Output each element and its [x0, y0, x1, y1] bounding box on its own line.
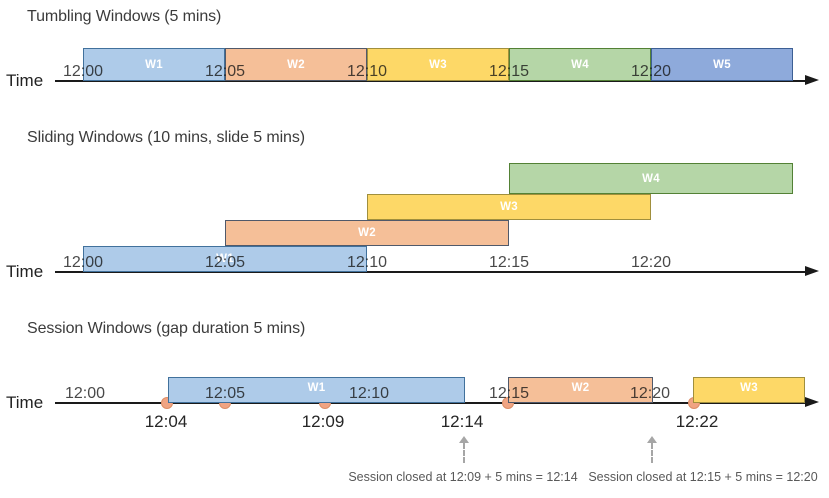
section-title-session: Session Windows (gap duration 5 mins) [27, 320, 306, 337]
window-box-sliding-w2: W2 [225, 220, 509, 246]
window-label: W2 [571, 382, 590, 394]
event-time-label: 12:22 [675, 412, 719, 431]
callout-arrow-icon [459, 436, 469, 443]
tick-label: 12:00 [62, 63, 104, 80]
axis-arrowhead-icon [805, 74, 819, 85]
axis-line-sliding [55, 271, 807, 273]
window-box-tumbling-w5: W5 [651, 48, 793, 81]
axis-line-session [55, 402, 807, 404]
window-label: W3 [740, 382, 758, 394]
callout-text: Session closed at 12:09 + 5 mins = 12:14 [348, 470, 578, 484]
event-time-label: 12:09 [301, 412, 345, 431]
tick-label: 12:20 [630, 254, 672, 271]
window-label: W3 [429, 58, 447, 71]
window-box-tumbling-w2: W2 [225, 48, 367, 81]
window-label: W1 [216, 253, 234, 265]
tick-label: 12:10 [346, 254, 388, 271]
window-box-session-w2: W2 [508, 377, 653, 403]
tick-label: 12:20 [630, 63, 672, 80]
time-axis-label: Time [6, 71, 44, 90]
axis-arrowhead-icon [805, 265, 819, 276]
tick-label: 12:10 [346, 63, 388, 80]
callout-arrow-line [651, 443, 653, 463]
window-box-sliding-w4: W4 [509, 163, 793, 194]
window-box-tumbling-w1: W1 [83, 48, 225, 81]
callout-arrow-line [463, 443, 465, 463]
window-label: W2 [287, 58, 305, 71]
window-label: W3 [500, 201, 518, 213]
tick-label: 12:00 [62, 254, 104, 271]
tick-label: 12:05 [204, 385, 246, 402]
window-label: W2 [358, 227, 376, 239]
tick-label: 12:15 [488, 63, 530, 80]
time-axis-label: Time [6, 262, 44, 281]
tick-label: 12:15 [488, 254, 530, 271]
callout-arrow-icon [647, 436, 657, 443]
window-box-tumbling-w3: W3 [367, 48, 509, 81]
window-label: W1 [145, 58, 163, 71]
section-title-sliding: Sliding Windows (10 mins, slide 5 mins) [27, 129, 305, 146]
time-axis-label: Time [6, 393, 44, 412]
tick-label: 12:20 [629, 385, 671, 402]
window-box-session-w1: W1 [168, 377, 465, 403]
tick-label: 12:05 [204, 63, 246, 80]
window-label: W5 [713, 58, 731, 71]
tick-label: 12:15 [488, 385, 530, 402]
tick-label: 12:00 [64, 385, 106, 402]
window-box-sliding-w3: W3 [367, 194, 651, 220]
window-label: W1 [307, 382, 326, 394]
tick-label: 12:10 [348, 385, 390, 402]
window-label: W4 [642, 172, 660, 185]
axis-arrowhead-icon [805, 396, 819, 407]
window-label: W4 [571, 58, 589, 71]
event-time-label: 12:04 [144, 412, 188, 431]
event-time-label: 12:14 [440, 412, 484, 431]
window-box-tumbling-w4: W4 [509, 48, 651, 81]
tick-label: 12:05 [204, 254, 246, 271]
axis-line-tumbling [55, 80, 807, 82]
window-box-session-w3: W3 [693, 377, 805, 403]
callout-text: Session closed at 12:15 + 5 mins = 12:20 [588, 470, 818, 484]
window-box-sliding-w1: W1 [83, 246, 367, 272]
section-title-tumbling: Tumbling Windows (5 mins) [27, 8, 222, 25]
